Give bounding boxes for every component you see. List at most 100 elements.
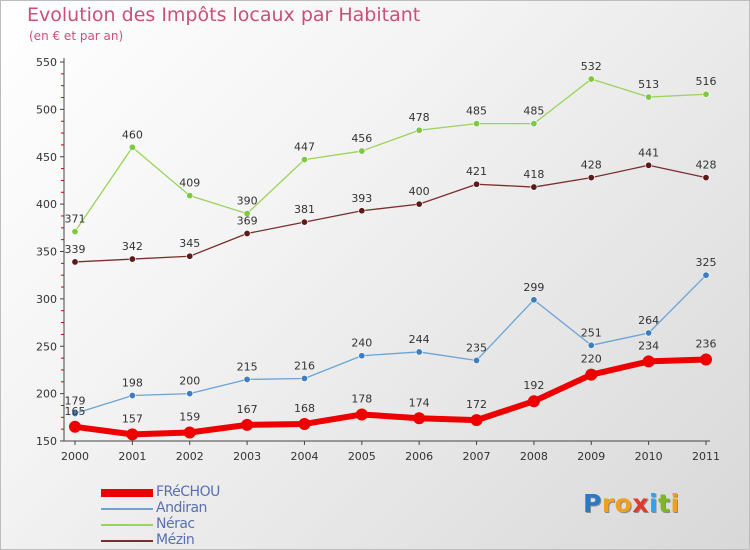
data-label-mzin: 421	[466, 165, 487, 178]
y-tick-label: 250	[36, 340, 57, 353]
logo-letter: r	[601, 489, 615, 518]
data-label-nrac: 447	[294, 141, 315, 154]
data-point-nrac	[128, 143, 136, 151]
y-tick-label: 150	[36, 435, 57, 448]
data-label-frchou: 178	[351, 392, 372, 405]
legend-label-mzin: Mézin	[156, 532, 195, 548]
data-point-andiran	[473, 356, 481, 364]
logo-letter: P	[583, 489, 602, 518]
data-point-frchou	[241, 418, 254, 431]
chart-title: Evolution des Impôts locaux par Habitant	[27, 4, 421, 26]
data-label-nrac: 409	[179, 177, 200, 190]
data-point-frchou	[355, 408, 368, 421]
data-label-nrac: 478	[409, 111, 430, 124]
data-label-nrac: 460	[122, 128, 143, 141]
data-point-frchou	[642, 355, 655, 368]
data-label-frchou: 220	[581, 353, 602, 366]
data-point-mzin	[702, 174, 710, 182]
data-label-mzin: 418	[523, 168, 544, 181]
data-point-nrac	[473, 120, 481, 128]
data-label-frchou: 167	[237, 403, 258, 416]
y-tick-label: 500	[36, 103, 57, 116]
data-point-nrac	[300, 156, 308, 164]
data-label-andiran: 240	[351, 337, 372, 350]
data-label-andiran: 251	[581, 326, 602, 339]
data-point-andiran	[530, 296, 538, 304]
data-label-frchou: 192	[523, 379, 544, 392]
logo-letter: t	[658, 489, 671, 518]
data-point-andiran	[645, 329, 653, 337]
data-label-andiran: 325	[696, 256, 717, 269]
legend-item-frchou: FRéCHOU	[101, 484, 301, 501]
x-tick-label: 2000	[61, 450, 89, 463]
data-label-andiran: 216	[294, 359, 315, 372]
data-point-mzin	[243, 229, 251, 237]
data-point-frchou	[470, 414, 483, 427]
logo-letter: o	[614, 489, 633, 518]
data-label-andiran: 200	[179, 375, 200, 388]
data-point-nrac	[415, 126, 423, 134]
data-label-mzin: 393	[351, 192, 372, 205]
legend-label-nrac: Nérac	[156, 516, 195, 532]
data-label-frchou: 159	[179, 410, 200, 423]
data-label-andiran: 198	[122, 377, 143, 390]
data-point-nrac	[645, 93, 653, 101]
data-label-nrac: 485	[466, 105, 487, 118]
data-label-mzin: 441	[638, 146, 659, 159]
data-point-andiran	[300, 374, 308, 382]
data-point-nrac	[530, 120, 538, 128]
y-tick-label: 450	[36, 151, 57, 164]
data-label-andiran: 244	[409, 333, 430, 346]
data-point-andiran	[702, 271, 710, 279]
data-point-frchou	[69, 420, 81, 433]
data-point-frchou	[527, 395, 540, 408]
x-tick-label: 2003	[233, 450, 261, 463]
data-label-nrac: 485	[523, 105, 544, 118]
series-line-mzin	[74, 164, 707, 263]
logo-letter: i	[649, 489, 659, 518]
data-label-mzin: 345	[179, 237, 200, 250]
data-point-andiran	[587, 341, 595, 349]
chart-subtitle: (en € et par an)	[29, 29, 124, 43]
data-point-mzin	[300, 218, 308, 226]
data-point-nrac	[358, 147, 366, 155]
legend-label-andiran: Andiran	[156, 500, 207, 516]
data-label-andiran: 215	[237, 360, 258, 373]
data-point-mzin	[186, 252, 194, 260]
legend-swatch-mzin	[101, 540, 153, 542]
data-label-frchou: 157	[122, 412, 143, 425]
data-point-mzin	[128, 255, 136, 263]
data-point-frchou	[413, 412, 426, 425]
legend-swatch-nrac	[101, 524, 153, 526]
data-point-andiran	[415, 348, 423, 356]
data-label-nrac: 456	[351, 132, 372, 145]
logo-letter: x	[632, 489, 649, 518]
data-point-nrac	[243, 210, 251, 218]
data-point-andiran	[128, 392, 136, 400]
data-label-andiran: 235	[466, 341, 487, 354]
data-label-frchou: 165	[65, 405, 86, 418]
x-tick-label: 2007	[463, 450, 491, 463]
data-point-frchou	[700, 353, 712, 366]
proxiti-logo: Proxiti	[583, 489, 680, 518]
data-label-andiran: 264	[638, 314, 659, 327]
series-line-frchou	[72, 356, 709, 438]
data-label-mzin: 342	[122, 240, 143, 253]
data-label-frchou: 236	[696, 338, 717, 351]
legend-swatch-andiran	[101, 508, 153, 510]
data-label-mzin: 400	[409, 185, 430, 198]
data-point-mzin	[587, 174, 595, 182]
data-point-frchou	[183, 426, 196, 439]
x-tick-label: 2006	[405, 450, 433, 463]
data-point-frchou	[585, 368, 598, 381]
data-point-nrac	[587, 75, 595, 83]
data-point-nrac	[186, 192, 194, 200]
x-tick-label: 2001	[118, 450, 146, 463]
x-tick-label: 2009	[577, 450, 605, 463]
y-tick-label: 300	[36, 293, 57, 306]
data-label-frchou: 234	[638, 339, 659, 352]
legend-item-mzin: Mézin	[101, 532, 301, 549]
y-tick-label: 400	[36, 198, 57, 211]
legend-label-frchou: FRéCHOU	[156, 484, 220, 500]
